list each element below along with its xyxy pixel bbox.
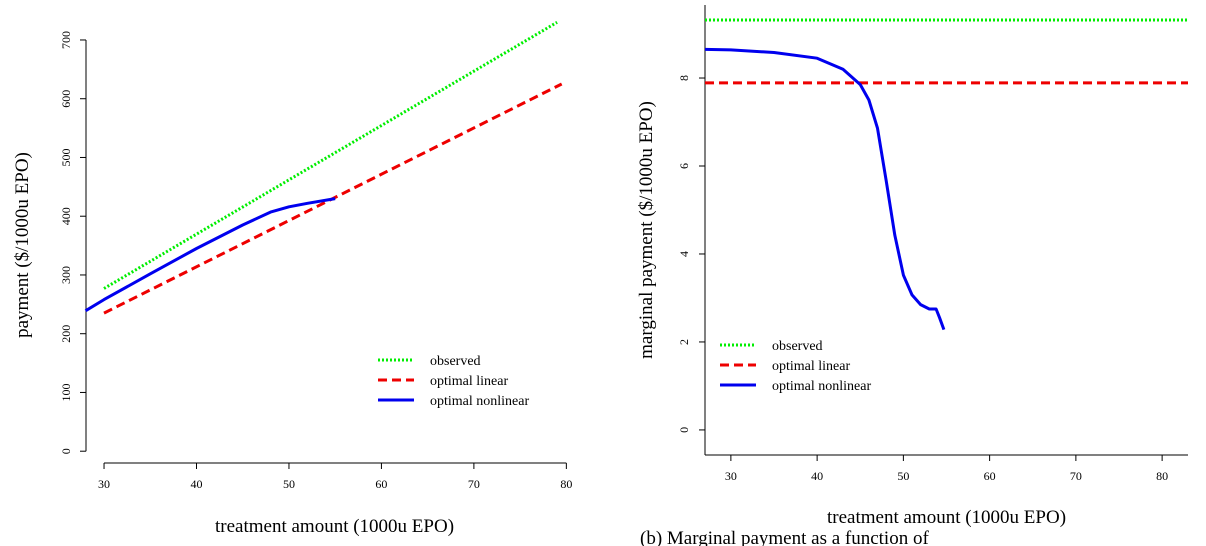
legend-label: optimal nonlinear bbox=[430, 394, 529, 409]
y-axis-label: payment ($/1000u EPO) bbox=[12, 152, 33, 338]
y-tick-label: 300 bbox=[59, 266, 73, 284]
x-axis-label: treatment amount (1000u EPO) bbox=[215, 516, 454, 537]
x-tick-label: 40 bbox=[190, 477, 202, 491]
x-tick-label: 60 bbox=[375, 477, 387, 491]
y-tick-label: 6 bbox=[677, 163, 691, 169]
y-tick-label: 200 bbox=[59, 325, 73, 343]
legend-label: observed bbox=[430, 354, 481, 369]
x-tick-label: 50 bbox=[897, 469, 909, 483]
x-tick-label: 40 bbox=[811, 469, 823, 483]
series-line bbox=[84, 197, 336, 313]
y-tick-label: 0 bbox=[677, 427, 691, 433]
legend-label: observed bbox=[772, 339, 823, 354]
legend-label: optimal linear bbox=[772, 359, 850, 374]
y-tick-label: 500 bbox=[59, 148, 73, 166]
legend-label: optimal linear bbox=[430, 374, 508, 389]
x-tick-label: 30 bbox=[98, 477, 110, 491]
caption: (b) Marginal payment as a function of bbox=[640, 528, 929, 546]
x-tick-label: 60 bbox=[984, 469, 996, 483]
legend-label: optimal nonlinear bbox=[772, 379, 871, 394]
y-axis-label: marginal payment ($/1000u EPO) bbox=[636, 101, 657, 359]
x-axis-label: treatment amount (1000u EPO) bbox=[827, 507, 1066, 528]
x-tick-label: 80 bbox=[1156, 469, 1168, 483]
y-tick-label: 700 bbox=[59, 31, 73, 49]
y-tick-label: 2 bbox=[677, 339, 691, 345]
y-tick-label: 8 bbox=[677, 75, 691, 81]
x-tick-label: 80 bbox=[560, 477, 572, 491]
y-tick-label: 400 bbox=[59, 207, 73, 225]
series-line bbox=[103, 21, 558, 290]
y-tick-label: 600 bbox=[59, 90, 73, 108]
y-tick-label: 0 bbox=[59, 448, 73, 454]
series-line bbox=[704, 47, 946, 331]
x-tick-label: 70 bbox=[1070, 469, 1082, 483]
x-tick-label: 30 bbox=[725, 469, 737, 483]
x-tick-label: 50 bbox=[283, 477, 295, 491]
y-tick-label: 4 bbox=[677, 251, 691, 257]
x-tick-label: 70 bbox=[468, 477, 480, 491]
y-tick-label: 100 bbox=[59, 383, 73, 401]
